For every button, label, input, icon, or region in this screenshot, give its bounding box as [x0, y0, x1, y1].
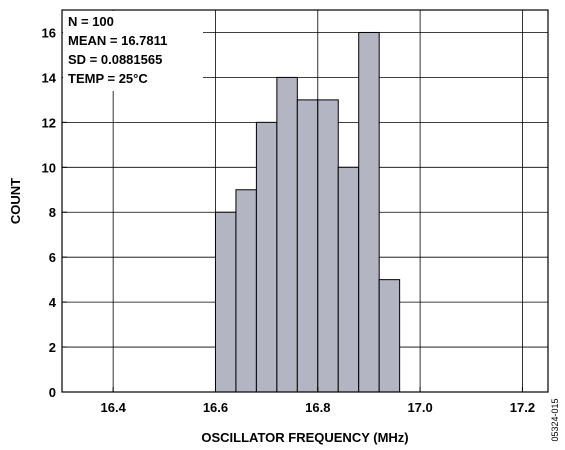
y-tick-label-3: 6	[49, 250, 56, 265]
y-tick-label-0: 0	[49, 385, 56, 400]
stats-line-1: MEAN = 16.7811	[68, 33, 167, 48]
axis-ticks	[62, 31, 523, 393]
y-tick-label-7: 14	[42, 70, 57, 85]
y-tick-label-8: 16	[42, 25, 56, 40]
y-tick-label-2: 4	[49, 295, 57, 310]
y-axis-title: COUNT	[8, 178, 23, 224]
figure-id: 05324-015	[550, 398, 560, 441]
x-tick-label-2: 16.8	[305, 400, 330, 415]
x-axis-title: OSCILLATOR FREQUENCY (MHz)	[201, 430, 408, 445]
plot-frame	[61, 9, 549, 393]
histogram-bar-4	[296, 99, 319, 393]
histogram-bar-2	[255, 121, 278, 393]
x-tick-label-1: 16.6	[203, 400, 228, 415]
y-tick-label-5: 10	[42, 160, 56, 175]
y-tick-label-6: 12	[42, 115, 56, 130]
stats-line-2: SD = 0.0881565	[68, 52, 162, 67]
y-tick-labels: 0 2 4 6 8 10 12 14 16	[42, 25, 57, 400]
stats-line-3: TEMP = 25°C	[68, 71, 148, 86]
histogram-bar-1	[235, 189, 257, 393]
stats-box	[63, 11, 203, 91]
x-tick-label-3: 17.0	[407, 400, 432, 415]
histogram-bar-5	[317, 99, 339, 393]
histogram-bar-8	[378, 279, 401, 393]
x-tick-labels: 16.4 16.6 16.8 17.0 17.2	[101, 400, 536, 415]
histogram-bar-0	[214, 211, 237, 393]
x-tick-label-4: 17.2	[510, 400, 535, 415]
x-tick-label-0: 16.4	[101, 400, 127, 415]
stats-annotations: N = 100 MEAN = 16.7811 SD = 0.0881565 TEMP …	[68, 14, 167, 86]
y-tick-label-1: 2	[49, 340, 56, 355]
histogram-bar-7	[358, 31, 380, 393]
stats-line-0: N = 100	[68, 14, 114, 29]
histogram-bars	[214, 31, 401, 393]
histogram-bar-6	[337, 166, 360, 393]
histogram-bar-3	[276, 76, 298, 393]
y-tick-label-4: 8	[49, 205, 56, 220]
